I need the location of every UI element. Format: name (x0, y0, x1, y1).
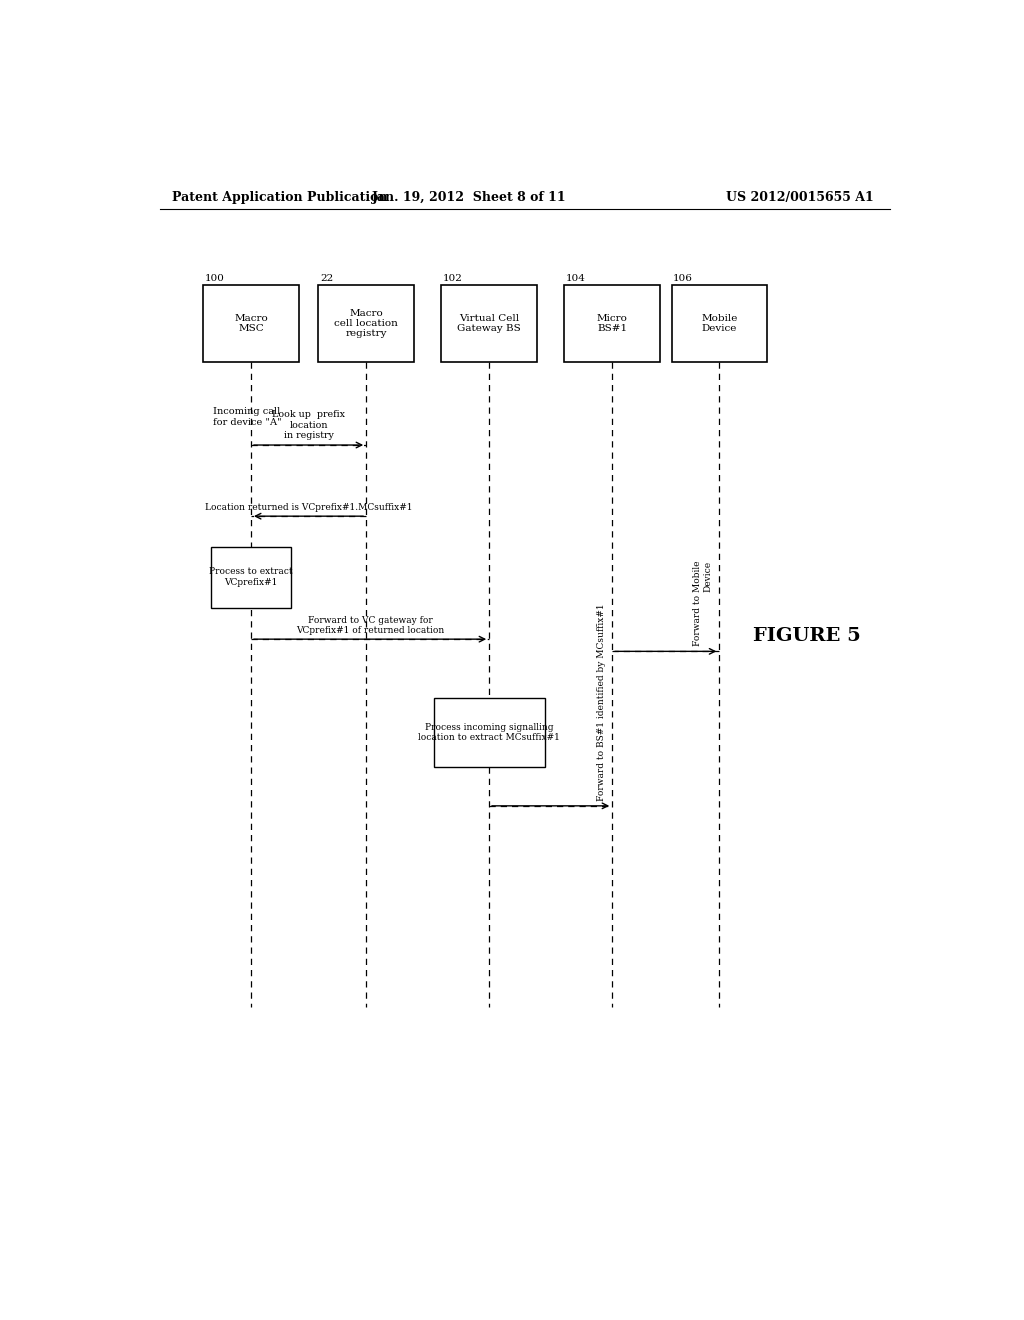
Text: 100: 100 (205, 275, 225, 284)
Text: Mobile
Device: Mobile Device (701, 314, 737, 333)
Text: 102: 102 (443, 275, 463, 284)
Text: Forward to BS#1 identified by MCsuffix#1: Forward to BS#1 identified by MCsuffix#1 (597, 603, 606, 801)
Text: Process to extract
VCprefix#1: Process to extract VCprefix#1 (209, 568, 293, 587)
Text: Forward to Mobile
Device: Forward to Mobile Device (693, 561, 713, 647)
Text: Incoming call
for device "A": Incoming call for device "A" (213, 408, 282, 426)
Text: 22: 22 (321, 275, 333, 284)
Text: Jan. 19, 2012  Sheet 8 of 11: Jan. 19, 2012 Sheet 8 of 11 (372, 190, 566, 203)
Text: Location returned is VCprefix#1.MCsuffix#1: Location returned is VCprefix#1.MCsuffix… (205, 503, 413, 512)
Bar (441, 285, 537, 362)
Bar (564, 285, 659, 362)
Text: Micro
BS#1: Micro BS#1 (597, 314, 628, 333)
Text: US 2012/0015655 A1: US 2012/0015655 A1 (726, 190, 873, 203)
Bar (204, 285, 299, 362)
Bar (318, 285, 414, 362)
Text: Macro
MSC: Macro MSC (234, 314, 268, 333)
Bar (211, 546, 291, 607)
Text: Forward to VC gateway for
VCprefix#1 of returned location: Forward to VC gateway for VCprefix#1 of … (296, 615, 444, 635)
Text: Virtual Cell
Gateway BS: Virtual Cell Gateway BS (457, 314, 521, 333)
Bar (433, 698, 545, 767)
Bar (672, 285, 767, 362)
Text: Macro
cell location
registry: Macro cell location registry (334, 309, 398, 338)
Text: 104: 104 (566, 275, 586, 284)
Text: Patent Application Publication: Patent Application Publication (172, 190, 387, 203)
Text: FIGURE 5: FIGURE 5 (753, 627, 860, 645)
Text: Look up  prefix
location
in registry: Look up prefix location in registry (272, 411, 345, 440)
Text: 106: 106 (673, 275, 693, 284)
Text: Process incoming signalling
location to extract MCsuffix#1: Process incoming signalling location to … (418, 723, 560, 742)
